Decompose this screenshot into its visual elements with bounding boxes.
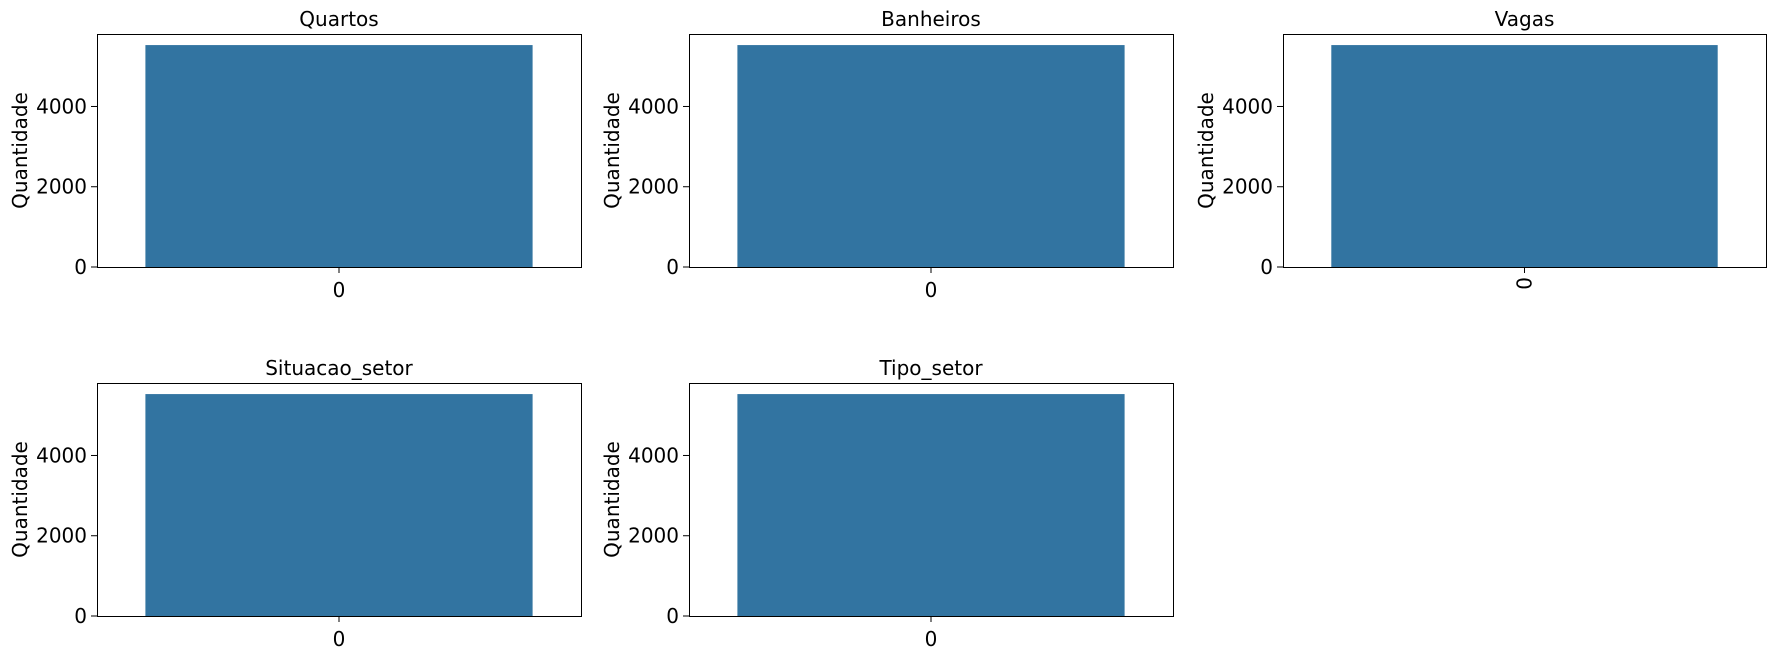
y-tick-label: 0 — [666, 604, 679, 628]
y-tick-label: 2000 — [36, 524, 87, 548]
subplot-4: 0 2000 4000 0 Quantidade Situacao_setor — [8, 356, 582, 651]
y-axis-label: Quantidade — [8, 441, 32, 558]
subplot-title: Banheiros — [881, 7, 981, 31]
y-axis-label: Quantidade — [600, 92, 624, 209]
y-tick-label: 2000 — [628, 175, 679, 199]
y-axis-label: Quantidade — [600, 441, 624, 558]
x-tick-label: 0 — [925, 627, 938, 651]
x-tick-label: 0 — [333, 627, 346, 651]
subplot-title: Tipo_setor — [878, 356, 983, 380]
bar — [737, 394, 1125, 616]
y-axis-label: Quantidade — [1194, 92, 1218, 209]
y-tick-label: 4000 — [628, 443, 679, 467]
y-tick-label: 2000 — [1222, 175, 1273, 199]
y-tick-label: 0 — [74, 255, 87, 279]
subplot-5: 0 2000 4000 0 Quantidade Tipo_setor — [600, 356, 1174, 651]
bar — [737, 45, 1125, 268]
y-axis-label: Quantidade — [8, 92, 32, 209]
x-tick-label: 0 — [925, 278, 938, 302]
y-tick-label: 4000 — [1222, 94, 1273, 118]
x-tick-label: 0 — [1513, 277, 1537, 290]
y-tick-label: 2000 — [628, 524, 679, 548]
bar — [1331, 45, 1718, 268]
bar — [145, 394, 533, 616]
y-tick-label: 4000 — [628, 94, 679, 118]
bar — [145, 45, 533, 268]
y-tick-label: 0 — [74, 604, 87, 628]
y-tick-label: 4000 — [36, 94, 87, 118]
subplot-title: Situacao_setor — [265, 356, 413, 380]
y-tick-label: 0 — [1260, 255, 1273, 279]
subplot-title: Vagas — [1495, 7, 1555, 31]
subplot-2: 0 2000 4000 0 Quantidade Banheiros — [600, 7, 1174, 302]
x-tick-label: 0 — [333, 278, 346, 302]
subplot-3: 0 2000 4000 0 Quantidade Vagas — [1194, 7, 1767, 290]
y-tick-label: 0 — [666, 255, 679, 279]
subplot-1: 0 2000 4000 0 Quantidade Quartos — [8, 7, 582, 302]
y-tick-label: 4000 — [36, 443, 87, 467]
y-tick-label: 2000 — [36, 175, 87, 199]
subplot-title: Quartos — [299, 7, 378, 31]
